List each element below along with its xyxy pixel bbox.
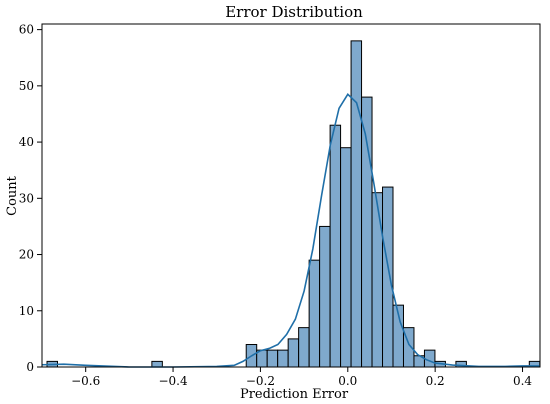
histogram-bar (308, 259, 321, 368)
histogram-bar (151, 360, 163, 368)
x-tick-label: 0.4 (513, 374, 532, 388)
x-tick-label: −0.2 (246, 374, 275, 388)
y-axis-label: Count (5, 175, 20, 216)
y-tick-label: 40 (19, 135, 34, 149)
histogram-bar (277, 349, 289, 368)
histogram-bar (382, 186, 394, 368)
histogram-bar (298, 327, 310, 368)
x-tick-label: 0.0 (338, 374, 357, 388)
y-tick-label: 30 (19, 191, 34, 205)
chart-title: Error Distribution (225, 3, 363, 21)
y-tick-label: 10 (19, 304, 34, 318)
kde-curve (41, 93, 540, 368)
y-tick-label: 0 (26, 360, 34, 374)
histogram-bar (361, 96, 373, 368)
histogram-bar (371, 192, 384, 368)
histogram-bar (340, 147, 352, 368)
x-tick-label: −0.6 (71, 374, 100, 388)
x-tick-label: 0.2 (426, 374, 445, 388)
plot-frame (41, 23, 541, 368)
y-axis-ticks: 0 10 20 30 40 50 60 (19, 23, 42, 374)
y-tick-label: 20 (19, 248, 34, 262)
histogram-bar (287, 338, 300, 368)
histogram-bar (266, 349, 279, 368)
histogram-bars (46, 40, 541, 368)
histogram-bar (350, 40, 363, 368)
x-axis-label: Prediction Error (240, 387, 349, 402)
x-axis-ticks: −0.6 −0.4 −0.2 0.0 0.2 0.4 (71, 367, 532, 388)
y-tick-label: 60 (19, 23, 34, 37)
histogram-bar (319, 225, 331, 368)
x-tick-label: −0.4 (158, 374, 188, 388)
y-tick-label: 50 (19, 79, 34, 93)
histogram-bar (329, 124, 342, 368)
